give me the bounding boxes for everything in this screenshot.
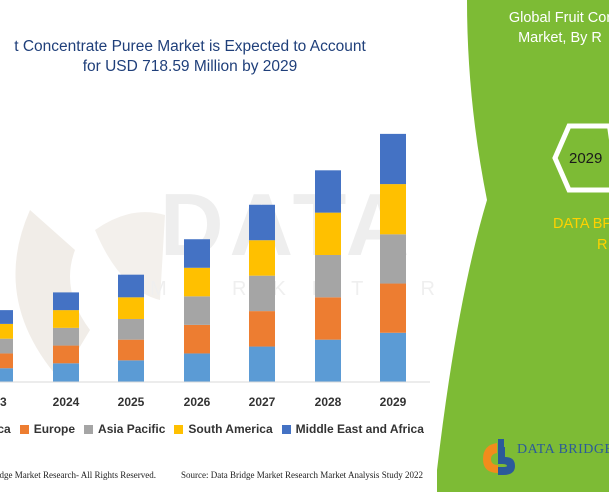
badge-edge <box>567 125 595 140</box>
x-tick-label-2026: 2026 <box>184 395 211 409</box>
bar-2029-series-1 <box>380 283 406 333</box>
bar-2029-series-3 <box>380 184 406 235</box>
bar-2024-series-3 <box>53 310 79 328</box>
legend-label-europe: Europe <box>33 422 76 436</box>
bar-2025-series-2 <box>118 318 144 340</box>
side-panel-background <box>437 0 609 492</box>
footer-copyright: idge Market Research- All Rights Reserve… <box>0 470 156 480</box>
bar-23-series-3 <box>0 323 13 339</box>
x-tick-label-23: 23 <box>0 395 7 409</box>
bars-group <box>0 133 406 382</box>
x-tick-label-2029: 2029 <box>380 395 407 409</box>
x-tick-label-2028: 2028 <box>315 395 342 409</box>
bar-2026-series-0 <box>184 353 210 382</box>
chart-title-line-1: t Concentrate Puree Market is Expected t… <box>14 38 366 55</box>
bar-2027-series-4 <box>249 204 275 241</box>
bar-2028-series-3 <box>315 212 341 255</box>
bar-2026-series-4 <box>184 239 210 268</box>
bar-2026-series-1 <box>184 324 210 354</box>
legend-item-middle-east-africa: Middle East and Africa <box>281 422 424 436</box>
bar-2027-series-0 <box>249 346 275 382</box>
bar-2024-series-4 <box>53 292 79 311</box>
bar-2028-series-0 <box>315 339 341 382</box>
legend-label-asia-pacific: Asia Pacific <box>98 422 166 436</box>
badge-year: 2029 <box>569 150 603 167</box>
side-panel <box>437 0 609 492</box>
bar-2027-series-3 <box>249 240 275 276</box>
x-tick-label-2025: 2025 <box>118 395 145 409</box>
bar-2024-series-0 <box>53 363 79 382</box>
stacked-bar-chart: 23 2024 2025 2026 2027 2028 2029 <box>0 133 430 409</box>
x-tick-labels: 23 2024 2025 2026 2027 2028 2029 <box>0 395 407 409</box>
bar-23-series-0 <box>0 368 13 382</box>
legend-label-middle-east-africa: Middle East and Africa <box>295 422 424 436</box>
bar-23-series-2 <box>0 338 13 354</box>
legend-swatch-asia-pacific <box>84 424 94 434</box>
bar-2027-series-1 <box>249 311 275 347</box>
bar-2029-series-4 <box>380 133 406 185</box>
brand-text-line-2: R <box>597 237 608 253</box>
side-title-line-2: Market, By R <box>518 30 602 46</box>
bar-2027-series-2 <box>249 275 275 312</box>
x-tick-label-2024: 2024 <box>53 395 80 409</box>
dbmr-logo-icon <box>483 439 515 475</box>
footer-source: Source: Data Bridge Market Research Mark… <box>181 470 423 480</box>
legend-item-south-america: South America <box>174 422 273 436</box>
svg-text:MARKET RESEARCH: MARKET RESEARCH <box>150 278 440 300</box>
hexagon-badge-icon <box>552 123 609 193</box>
legend-item-ica: ica <box>0 422 11 436</box>
chart-title-line-2: for USD 718.59 Million by 2029 <box>82 58 298 75</box>
logo-text: DATA BRIDGE <box>517 442 609 457</box>
legend-item-asia-pacific: Asia Pacific <box>84 422 165 436</box>
bar-2028-series-4 <box>315 170 341 213</box>
bar-2025-series-3 <box>118 297 144 319</box>
bar-2024-series-2 <box>53 327 79 346</box>
bar-23-series-4 <box>0 310 13 324</box>
bar-2029-series-0 <box>380 332 406 382</box>
legend-swatch-south-america <box>174 424 184 434</box>
legend-label-ica: ica <box>0 422 11 436</box>
chart-area: DATA BRIDGE MARKET RESEARCH t Concentrat… <box>0 38 440 480</box>
bar-2028-series-1 <box>315 297 341 340</box>
bar-2025-series-1 <box>118 339 144 361</box>
brand-text-line-1: DATA BF <box>553 216 609 232</box>
x-tick-label-2027: 2027 <box>249 395 276 409</box>
legend-swatch-middle-east-africa <box>281 424 291 434</box>
side-title-line-1: Global Fruit Cor <box>508 10 609 26</box>
bar-2026-series-2 <box>184 296 210 325</box>
bar-2025-series-0 <box>118 360 144 382</box>
bar-2025-series-4 <box>118 274 144 298</box>
bar-2029-series-2 <box>380 234 406 284</box>
bar-2026-series-3 <box>184 267 210 297</box>
bar-2028-series-2 <box>315 254 341 298</box>
legend-label-south-america: South America <box>188 422 273 436</box>
chart-legend: ica Europe Asia Pacific South America Mi… <box>0 420 433 438</box>
legend-swatch-europe <box>19 424 29 434</box>
bar-23-series-1 <box>0 353 13 369</box>
bar-2024-series-1 <box>53 345 79 364</box>
legend-item-europe: Europe <box>19 422 76 436</box>
